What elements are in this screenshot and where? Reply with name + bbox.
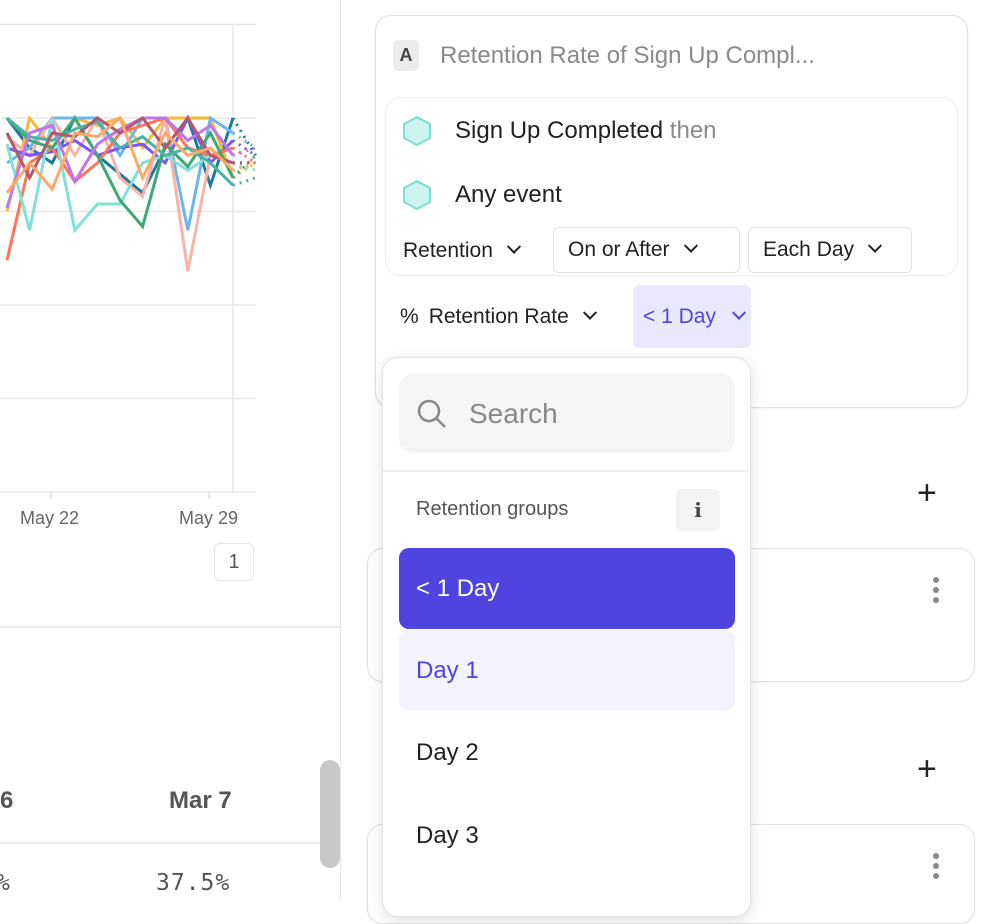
page-number-button[interactable]: 1: [214, 543, 254, 581]
event-step-1[interactable]: Sign Up Completed then: [455, 117, 717, 145]
series-incomplete-segment: [231, 117, 257, 157]
table-cell: 37.5%: [156, 870, 231, 896]
measure-dropdown[interactable]: % Retention Rate: [386, 294, 609, 340]
table-header-cell: 6: [0, 787, 14, 814]
percent-icon: %: [400, 305, 419, 328]
retention-line-chart: [0, 23, 257, 499]
series-incomplete-segment: [232, 176, 257, 187]
search-box[interactable]: [399, 374, 735, 453]
series-incomplete-segment: [231, 154, 257, 179]
series-incomplete-segment: [232, 161, 257, 180]
event-steps-card: [385, 97, 958, 276]
x-tick-label: May 22: [20, 508, 80, 528]
retention-mode-dropdown[interactable]: On or After: [553, 227, 740, 273]
dropdown-label: < 1 Day: [643, 304, 716, 328]
series-line: [5, 116, 235, 209]
event-connector: then: [669, 117, 717, 144]
event-hexagon-icon: [403, 115, 431, 147]
event-name: Sign Up Completed: [455, 117, 664, 144]
chevron-down-icon: [582, 305, 597, 320]
dropdown-label: On or After: [568, 238, 670, 261]
series-line: [5, 115, 235, 194]
menu-item-day-3[interactable]: Day 3: [416, 821, 479, 849]
dropdown-label: Retention: [403, 239, 493, 262]
series-incomplete-segment: [232, 139, 257, 157]
chevron-down-icon: [683, 238, 698, 253]
dropdown-label: Retention Rate: [428, 305, 569, 328]
add-icon[interactable]: +: [917, 474, 937, 512]
dropdown-label: Each Day: [763, 238, 855, 261]
table-cell: %: [0, 870, 11, 896]
series-line: [5, 115, 234, 182]
chart-panel: May 22 May 29 1 6 Mar 7 % 37.5%: [0, 0, 341, 900]
scrollbar-thumb[interactable]: [320, 760, 340, 868]
info-icon[interactable]: i: [676, 489, 720, 531]
section-heading: Retention groups: [416, 498, 569, 520]
x-tick-label: May 29: [179, 508, 239, 528]
table-divider: [0, 842, 320, 844]
menu-item-less-than-1-day[interactable]: < 1 Day: [399, 548, 735, 629]
divider: [383, 470, 749, 472]
retention-type-dropdown[interactable]: Retention: [389, 228, 533, 274]
chevron-down-icon: [867, 238, 883, 253]
table-header-cell: Mar 7: [169, 787, 232, 814]
chevron-down-icon: [731, 305, 747, 320]
chevron-down-icon: [506, 239, 521, 254]
query-title[interactable]: Retention Rate of Sign Up Compl...: [440, 42, 815, 69]
more-options-icon[interactable]: [933, 853, 939, 879]
menu-item-day-2[interactable]: Day 2: [416, 738, 479, 766]
interval-dropdown[interactable]: Each Day: [748, 227, 912, 273]
retention-bucket-dropdown[interactable]: < 1 Day: [633, 285, 751, 348]
series-line: [5, 117, 234, 234]
series-line: [6, 114, 234, 272]
divider: [0, 626, 340, 628]
add-icon[interactable]: +: [917, 750, 937, 788]
retention-groups-dropdown-menu: Retention groups i < 1 Day Day 1 Day 2 D…: [382, 357, 751, 917]
query-letter-badge: A: [393, 40, 419, 71]
search-icon: [417, 399, 446, 428]
event-hexagon-icon: [403, 179, 431, 211]
menu-item-day-1[interactable]: Day 1: [399, 630, 735, 711]
more-options-icon[interactable]: [933, 577, 939, 603]
series-incomplete-segment: [232, 146, 257, 165]
series-incomplete-segment: [232, 131, 257, 150]
event-step-2[interactable]: Any event: [455, 181, 562, 208]
search-input[interactable]: [469, 397, 709, 430]
